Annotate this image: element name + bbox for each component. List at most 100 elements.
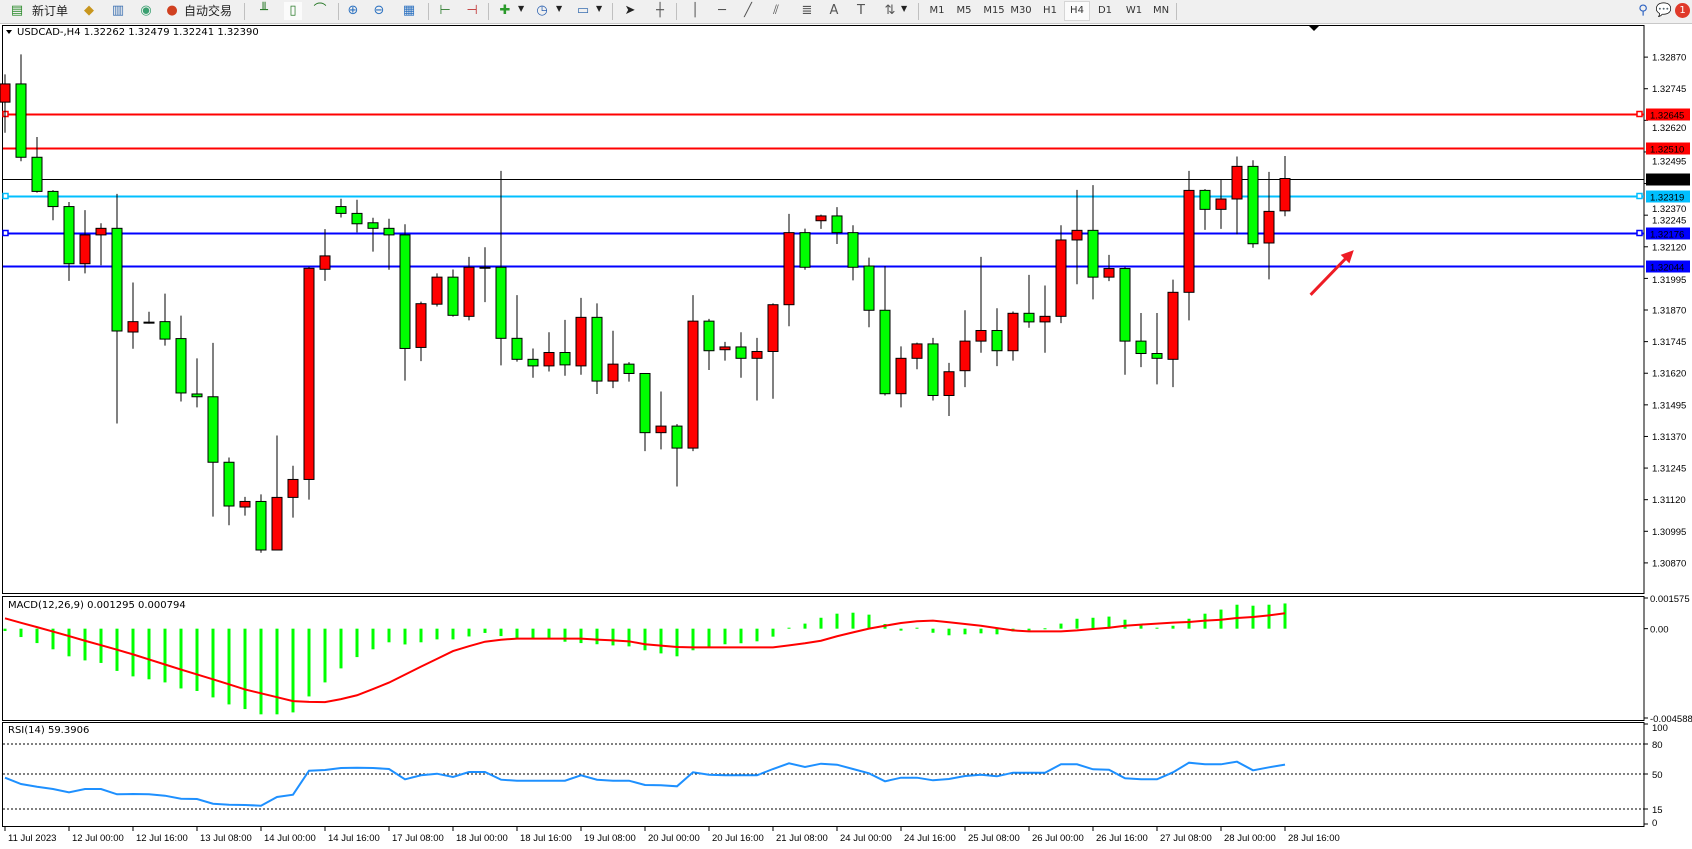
rsi-axis-label: 50 (1652, 770, 1663, 781)
equidistant-channel-icon[interactable]: ⫽ (773, 3, 779, 18)
candle-body (255, 500, 267, 551)
search-icon[interactable]: ⚲ (1638, 3, 1648, 18)
macd-histogram-bar (1043, 628, 1047, 630)
data-window-icon[interactable]: ▥ (111, 3, 125, 18)
navigator-icon[interactable]: ◉ (140, 3, 152, 18)
candle (1231, 156, 1243, 235)
time-axis-label: 26 Jul 00:00 (1032, 833, 1084, 844)
price-label-badge (1646, 108, 1690, 121)
candle-body (479, 266, 491, 269)
line-chart-icon[interactable]: ⌒ (313, 3, 327, 18)
price-tick-label: 1.32370 (1652, 204, 1686, 215)
candle-body (559, 351, 571, 366)
timeframe-w1[interactable]: W1 (1125, 5, 1143, 16)
indicators-icon[interactable]: ✚ (499, 3, 511, 18)
timeframe-m1[interactable]: M1 (929, 5, 945, 16)
chevron-down-icon[interactable]: ▼ (518, 4, 525, 13)
line-handle-right (1636, 229, 1643, 237)
zoom-out-icon[interactable]: ⊖ (373, 3, 385, 18)
arrows-icon[interactable]: ⇅ (884, 3, 896, 18)
macd-histogram-bar (1139, 624, 1143, 629)
macd-histogram-bar (227, 628, 231, 705)
time-axis-label: 12 Jul 00:00 (72, 833, 124, 844)
candle-body (95, 227, 107, 236)
candle-body (383, 227, 395, 236)
macd-histogram-bar (707, 628, 711, 647)
candle-body (959, 340, 971, 372)
candle (943, 362, 955, 416)
new-order-button[interactable]: 新订单 (32, 4, 69, 18)
timeframe-d1[interactable]: D1 (1097, 5, 1113, 16)
macd-histogram-bar (675, 628, 679, 657)
macd-histogram-bar (691, 628, 695, 651)
time-axis-label: 20 Jul 00:00 (648, 833, 700, 844)
macd-histogram-bar (515, 628, 519, 639)
candle (1055, 225, 1067, 324)
new-order-icon[interactable]: ▤ (10, 3, 24, 18)
macd-histogram-bar (899, 628, 903, 631)
notification-icon[interactable]: 💬 (1655, 3, 1673, 18)
time-axis-label: 17 Jul 08:00 (392, 833, 444, 844)
market-watch-icon[interactable]: ◆ (84, 3, 94, 18)
candle (111, 193, 123, 424)
time-axis-label: 14 Jul 00:00 (264, 833, 316, 844)
macd-signal-line (4, 612, 1286, 704)
templates-icon[interactable]: ▭ (576, 3, 590, 18)
chart-shift-icon[interactable]: ⊢ (439, 3, 451, 18)
price-tick-label: 1.31870 (1652, 306, 1686, 317)
auto-trading-button[interactable]: 自动交易 (184, 4, 233, 18)
macd-histogram-bar (595, 628, 599, 645)
macd-histogram-bar (259, 628, 263, 715)
cursor-icon[interactable]: ➤ (624, 3, 636, 18)
candle-body (1183, 189, 1195, 293)
timeframe-m5[interactable]: M5 (956, 5, 972, 16)
tile-windows-icon[interactable]: ▦ (402, 3, 416, 18)
auto-scroll-icon[interactable]: ⊣ (466, 3, 478, 18)
timeframe-h1[interactable]: H1 (1043, 5, 1057, 16)
collapse-triangle-icon (6, 30, 12, 34)
line-handle-right (1636, 110, 1643, 118)
candle (191, 358, 203, 408)
timeframe-h4[interactable]: H4 (1064, 1, 1090, 21)
chevron-down-icon[interactable]: ▼ (556, 4, 563, 13)
candle (1151, 313, 1163, 385)
candle-body (1215, 198, 1227, 210)
text-icon[interactable]: A (829, 3, 839, 18)
timeframe-m30[interactable]: M30 (1010, 5, 1032, 16)
fibonacci-icon[interactable]: ≣ (801, 3, 813, 18)
candle (863, 257, 875, 328)
chevron-down-icon[interactable]: ▼ (901, 4, 908, 13)
candle (1135, 313, 1147, 368)
horizontal-line-icon[interactable]: ─ (718, 3, 726, 18)
time-axis-label: 14 Jul 16:00 (328, 833, 380, 844)
candle-body (591, 316, 603, 382)
macd-axis-label: 0.00 (1650, 625, 1669, 636)
vertical-line-icon[interactable]: │ (691, 3, 699, 18)
price-tick-label: 1.30995 (1652, 527, 1686, 538)
candle (575, 297, 587, 375)
candle (1247, 160, 1259, 248)
candle-body (463, 266, 475, 317)
macd-histogram-bar (419, 628, 423, 643)
time-axis-label: 27 Jul 08:00 (1160, 833, 1212, 844)
price-label-badge (1646, 142, 1690, 155)
candlestick-icon[interactable]: ▯ (284, 2, 302, 20)
chevron-down-icon[interactable]: ▼ (596, 4, 603, 13)
timeframe-m15[interactable]: M15 (983, 5, 1005, 16)
bar-chart-icon[interactable]: ╨ (260, 3, 268, 18)
text-label-icon[interactable]: T (857, 3, 865, 18)
annotation-arrow-shaft (1309, 256, 1349, 296)
timeframe-mn[interactable]: MN (1152, 5, 1170, 16)
candle-body (1055, 239, 1067, 317)
crosshair-icon[interactable]: ┼ (656, 3, 664, 18)
auto-trading-icon[interactable]: ● (166, 3, 178, 18)
macd-histogram-bar (579, 628, 583, 644)
periodicity-icon[interactable]: ◷ (536, 3, 548, 18)
candle-body (79, 234, 91, 265)
price-label-text: 1.32510 (1650, 145, 1684, 156)
time-axis-label: 25 Jul 08:00 (968, 833, 1020, 844)
candle (543, 332, 555, 372)
zoom-in-icon[interactable]: ⊕ (347, 3, 359, 18)
trendline-icon[interactable]: ╱ (744, 3, 752, 18)
